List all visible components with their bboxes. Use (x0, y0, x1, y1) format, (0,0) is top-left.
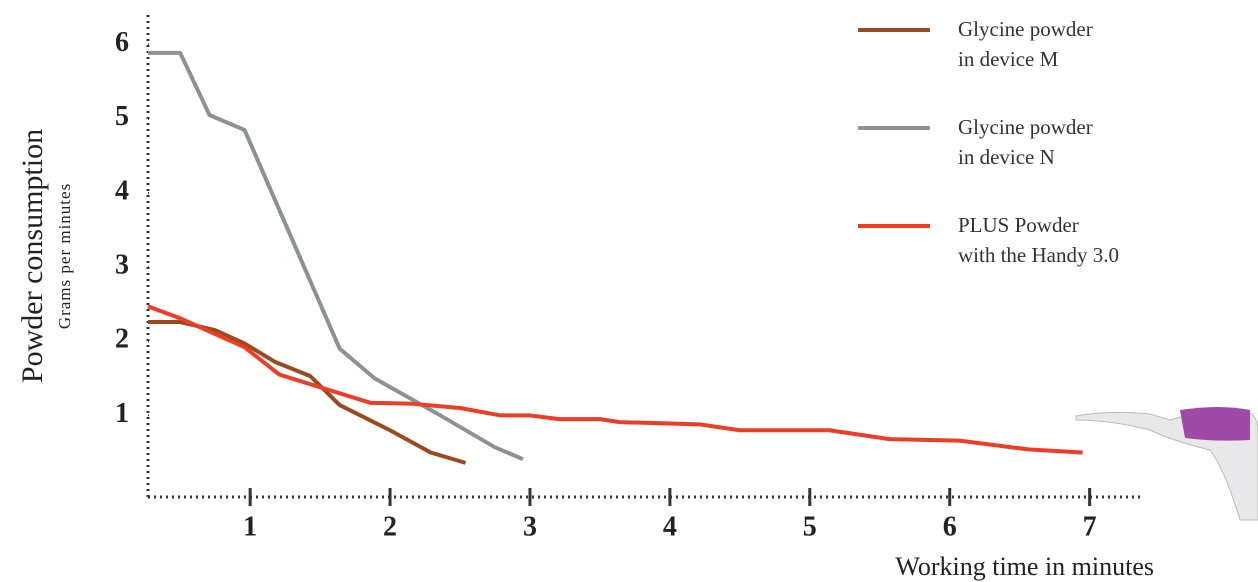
y-tick-label: 4 (115, 175, 129, 206)
handpiece-icon (1075, 407, 1258, 521)
x-tick-label: 6 (943, 511, 957, 542)
y-tick-label: 1 (115, 398, 129, 429)
series-line (148, 319, 467, 465)
legend-label: Glycine powder in device M (958, 17, 1093, 71)
x-tick-label: 4 (663, 511, 677, 542)
x-tick-label: 1 (243, 511, 257, 542)
x-tick-label: 2 (383, 511, 397, 542)
legend-label: Glycine powder in device N (958, 115, 1093, 169)
y-axis-sublabel: Grams per minutes (55, 183, 74, 329)
x-axis-label: Working time in minutes (895, 552, 1154, 581)
x-tick-label: 5 (803, 511, 817, 542)
series-line (147, 304, 1083, 455)
x-tick-label: 7 (1083, 511, 1097, 542)
y-tick-label: 2 (115, 324, 129, 355)
y-axis-label: Powder consumption (16, 129, 49, 383)
y-tick-label: 5 (115, 101, 129, 132)
y-tick-label: 6 (115, 27, 129, 58)
y-tick-label: 3 (115, 250, 129, 281)
legend-label: PLUS Powder with the Handy 3.0 (958, 213, 1119, 267)
x-tick-label: 3 (523, 511, 537, 542)
series-line (148, 50, 524, 462)
